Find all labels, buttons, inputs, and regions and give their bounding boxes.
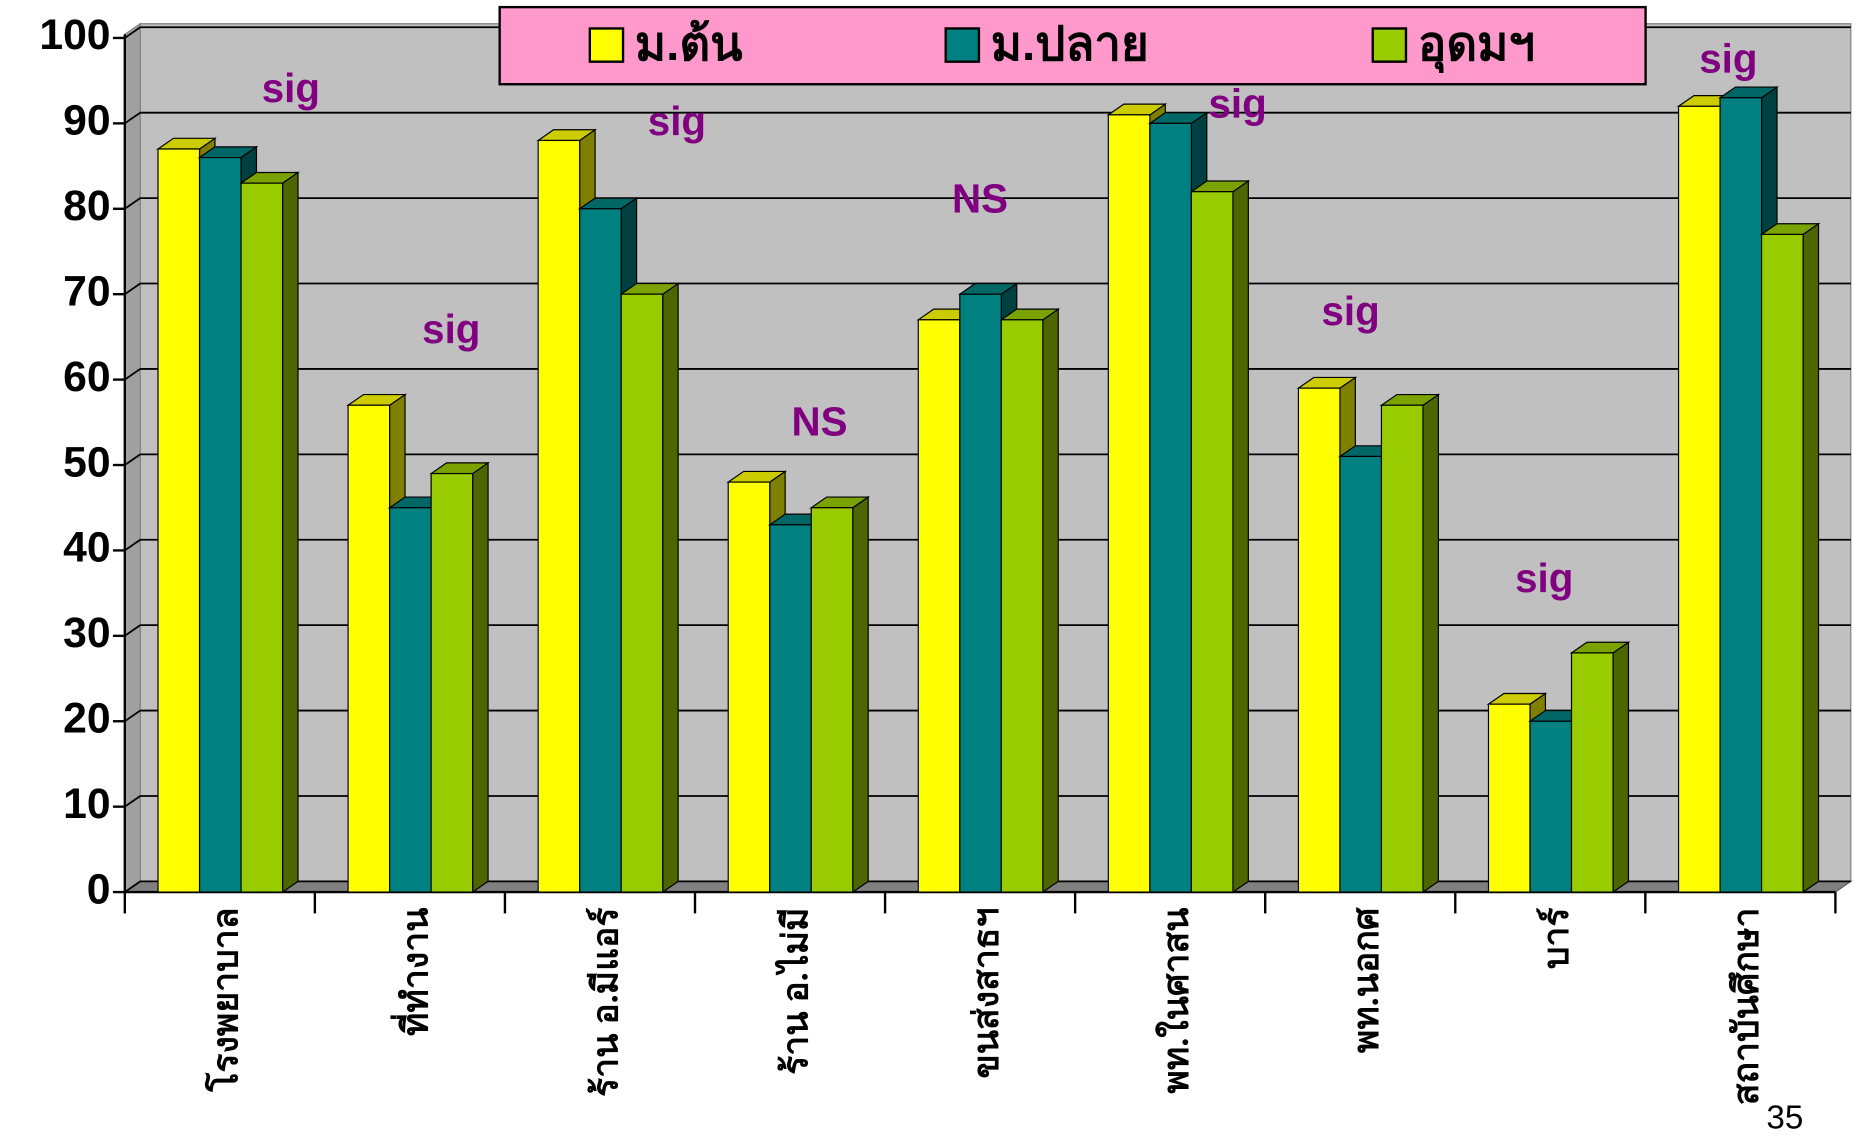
x-tick-label: ร้าน อ.ไม่มี: [775, 907, 816, 1074]
bar: [1677, 105, 1721, 893]
y-tick-label: 100: [39, 11, 110, 59]
x-tick-label: ที่ทำงาน: [390, 907, 436, 1036]
bar: [1529, 720, 1573, 893]
bar: [240, 182, 284, 893]
y-tick-label: 0: [87, 865, 111, 913]
bar-side: [281, 171, 299, 894]
annotation: sig: [1321, 288, 1379, 334]
x-tick-label: บาร์: [1536, 907, 1576, 969]
y-tick-label: 80: [63, 182, 110, 230]
grid-line-side: [124, 282, 141, 295]
side-wall: [124, 22, 141, 894]
annotation: sig: [648, 98, 706, 144]
bar-side: [1232, 179, 1249, 894]
bar: [1107, 114, 1151, 893]
x-tick-label: ร้าน อ.มีแอร์: [586, 907, 626, 1096]
bar: [537, 139, 581, 893]
annotation: sig: [262, 65, 320, 111]
bar: [1570, 652, 1614, 893]
grid-line-side: [124, 880, 141, 893]
bar: [1339, 455, 1383, 893]
bar: [389, 507, 432, 893]
bar: [1487, 703, 1531, 893]
grid-line-side: [124, 709, 141, 722]
legend-swatch: [1371, 27, 1408, 63]
annotation: NS: [792, 398, 848, 444]
bar: [727, 481, 771, 893]
annotation: sig: [1515, 555, 1573, 601]
bar: [1380, 404, 1424, 893]
legend-label: ม.ต้น: [635, 18, 743, 71]
y-tick-label: 30: [63, 609, 110, 657]
y-tick-label: 60: [63, 353, 110, 401]
grid-line-side: [124, 197, 141, 210]
bar: [1760, 233, 1804, 893]
y-tick-label: 20: [63, 695, 110, 743]
bar: [1297, 387, 1341, 893]
bar: [917, 319, 961, 893]
bar: [198, 156, 242, 893]
bar: [1190, 191, 1234, 893]
grid-line-side: [124, 453, 141, 466]
page-number: 35: [1766, 1100, 1803, 1137]
y-tick-label: 40: [63, 524, 110, 572]
grid-line-side: [124, 368, 141, 381]
y-tick-label: 10: [63, 780, 110, 828]
annotation: sig: [422, 306, 480, 352]
bar: [769, 524, 812, 893]
legend-swatch: [588, 27, 625, 63]
bar: [1719, 97, 1763, 893]
bar-side: [662, 282, 679, 894]
legend-swatch: [944, 27, 981, 63]
grid-line-side: [124, 795, 141, 808]
bar: [620, 293, 664, 893]
bar-side: [1042, 308, 1059, 894]
bar-side: [1422, 393, 1439, 894]
x-tick-label: พท.ในศาสน: [1155, 907, 1196, 1094]
annotation: sig: [1699, 35, 1757, 81]
grid-line-side: [124, 111, 141, 125]
bar: [1000, 319, 1044, 893]
bar: [430, 472, 474, 893]
legend-label: ม.ปลาย: [991, 18, 1149, 71]
bar: [157, 148, 201, 893]
annotation: sig: [1209, 80, 1267, 126]
x-tick-label: ขนส่งสาธฯ: [966, 907, 1006, 1078]
bar: [347, 404, 391, 893]
bar: [959, 293, 1002, 893]
bar: [810, 507, 854, 893]
grid-line-side: [124, 624, 141, 637]
grid-line-side: [124, 26, 141, 39]
grid-line-side: [124, 539, 141, 552]
annotation: NS: [952, 175, 1008, 221]
x-tick-label: สถาบันศึกษา: [1726, 907, 1766, 1105]
y-tick-label: 70: [63, 267, 110, 315]
bar: [579, 208, 622, 893]
legend-box: [498, 5, 1647, 86]
bar-side: [852, 495, 869, 894]
legend-label: อุดมฯ: [1418, 18, 1535, 73]
bar-side: [1802, 222, 1820, 894]
bar: [1149, 122, 1192, 893]
x-tick-label: โรงพยาบาล: [204, 907, 246, 1092]
bar-side: [472, 461, 489, 894]
x-tick-label: พท.นอกศ: [1346, 907, 1386, 1053]
y-tick-label: 90: [63, 97, 110, 145]
y-tick-label: 50: [63, 438, 110, 486]
bar-side: [1612, 641, 1630, 894]
